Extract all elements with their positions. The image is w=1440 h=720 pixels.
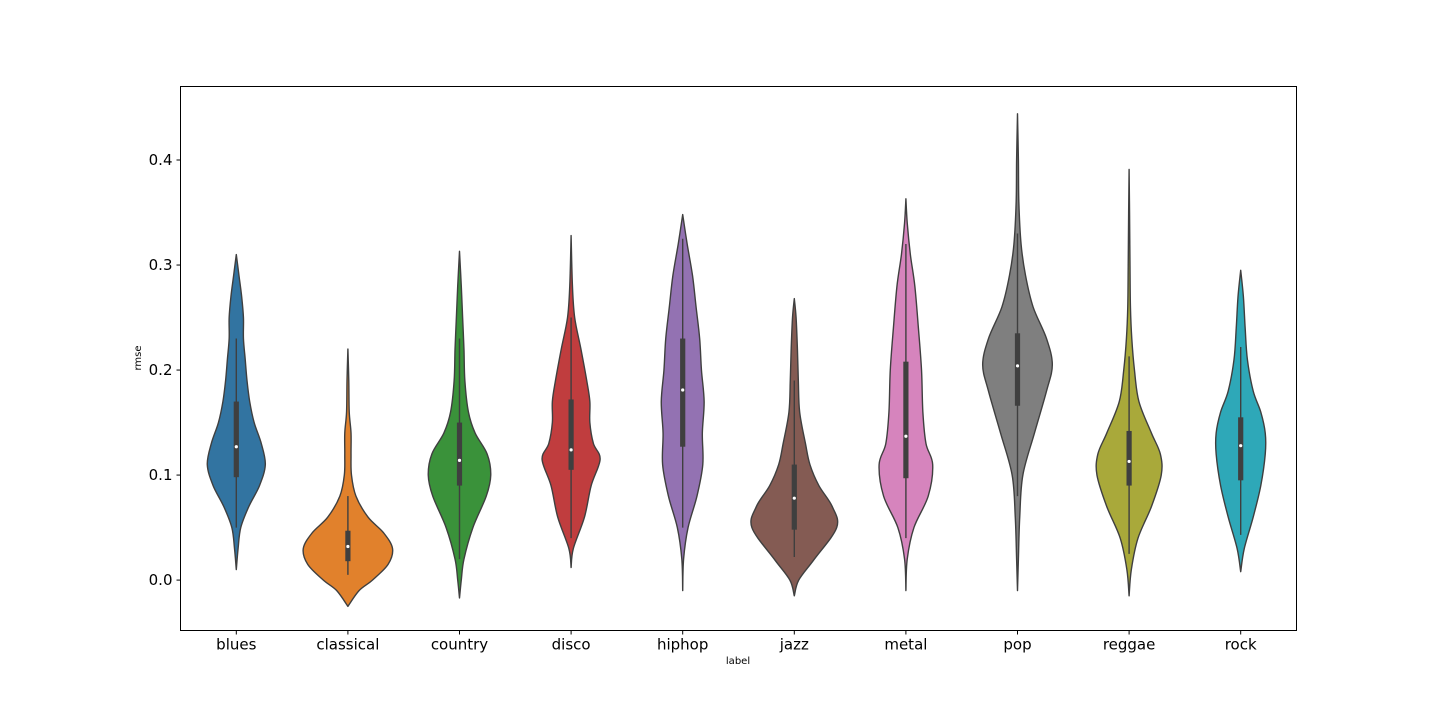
violin-rock [1214,269,1267,573]
x-tick-label-disco: disco [552,636,591,654]
x-tick-label-reggae: reggae [1103,636,1156,654]
violin-body-classical [302,348,394,608]
median-dot-blues [234,445,238,449]
y-tick-label: 0.2 [149,361,173,379]
y-axis: 0.0 0.1 0.2 0.3 0.4 [149,151,181,589]
x-tick-label-rock: rock [1225,636,1257,654]
iqr-box-pop [1014,333,1021,406]
median-dot-country [457,458,462,462]
median-dot-metal [904,434,908,438]
violin-jazz [750,297,839,597]
y-tick-label: 0.0 [149,571,173,589]
violin-country [427,250,492,599]
violins-layer [206,113,1267,608]
y-tick-label: 0.4 [149,151,173,169]
median-dot-hiphop [681,388,685,392]
iqr-box-reggae [1126,430,1132,486]
violin-disco [541,234,601,569]
x-tick-label-pop: pop [1003,636,1031,654]
violin-reggae [1095,168,1163,597]
violin-hiphop [660,213,705,592]
median-dot-pop [1015,364,1020,368]
x-axis: blues classical country disco hiphop jazz meta… [216,630,1257,654]
x-tick-label-jazz: jazz [779,636,809,654]
median-dot-reggae [1127,459,1131,464]
median-dot-jazz [792,496,796,500]
x-tick-label-classical: classical [316,636,379,654]
median-dot-classical [346,544,350,549]
x-tick-label-country: country [431,636,488,654]
x-axis-label: label [726,656,750,667]
plot-frame [180,86,1297,631]
violin-blues [206,253,267,571]
iqr-box-country [456,422,463,486]
violin-classical [302,348,394,608]
x-tick-label-metal: metal [884,636,927,654]
violin-metal [878,198,934,592]
y-axis-label: rmse [133,345,144,370]
median-dot-disco [569,448,573,452]
violin-pop [981,113,1054,592]
median-dot-rock [1239,444,1243,448]
iqr-box-blues [233,401,239,478]
iqr-box-metal [903,361,909,479]
x-tick-label-blues: blues [216,636,256,654]
y-tick-label: 0.3 [149,256,173,274]
iqr-box-rock [1238,417,1244,481]
iqr-box-hiphop [680,338,686,447]
iqr-box-disco [568,399,574,470]
x-tick-label-hiphop: hiphop [657,636,708,654]
y-tick-label: 0.1 [149,466,173,484]
